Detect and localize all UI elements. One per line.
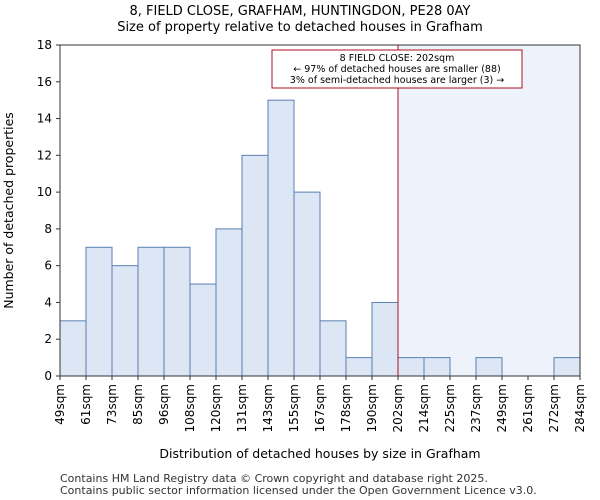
bar: [293, 191, 321, 377]
bar: [215, 228, 243, 377]
x-axis-title: Distribution of detached houses by size …: [159, 446, 480, 461]
y-tick-label: 14: [37, 112, 52, 126]
x-tick-label: 61sqm: [79, 384, 93, 425]
annotation-line: ← 97% of detached houses are smaller (88…: [293, 64, 500, 75]
bar: [553, 357, 581, 377]
annotation-line: 8 FIELD CLOSE: 202sqm: [340, 53, 455, 64]
x-tick-label: 237sqm: [469, 384, 483, 432]
x-tick-label: 96sqm: [157, 384, 171, 425]
x-tick-label: 131sqm: [235, 384, 249, 432]
bar: [475, 357, 503, 377]
x-tick-label: 155sqm: [287, 384, 301, 432]
x-tick-label: 143sqm: [261, 384, 275, 432]
x-tick-label: 202sqm: [391, 384, 405, 432]
x-tick-label: 167sqm: [313, 384, 327, 432]
bar: [59, 320, 87, 377]
annotation-line: 3% of semi-detached houses are larger (3…: [290, 75, 504, 86]
x-tick-label: 108sqm: [183, 384, 197, 432]
chart-subtitle: Size of property relative to detached ho…: [117, 20, 483, 35]
x-tick-label: 85sqm: [131, 384, 145, 425]
highlight-region: [398, 45, 580, 376]
bar: [163, 246, 191, 377]
x-tick-label: 225sqm: [443, 384, 457, 432]
bar: [267, 99, 295, 377]
x-tick-label: 49sqm: [53, 384, 67, 425]
y-tick-label: 16: [37, 75, 52, 89]
y-tick-label: 18: [37, 38, 52, 52]
x-tick-label: 214sqm: [417, 384, 431, 432]
y-tick-label: 8: [44, 222, 52, 236]
x-tick-label: 261sqm: [521, 384, 535, 432]
y-tick-label: 4: [44, 295, 52, 309]
bar: [189, 283, 217, 377]
bar: [111, 265, 139, 377]
bar: [85, 246, 113, 377]
x-tick-label: 249sqm: [495, 384, 509, 432]
x-tick-label: 272sqm: [547, 384, 561, 432]
x-tick-label: 73sqm: [105, 384, 119, 425]
y-tick-label: 10: [37, 185, 52, 199]
x-tick-label: 190sqm: [365, 384, 379, 432]
y-tick-label: 12: [37, 148, 52, 162]
bar: [371, 301, 399, 377]
x-tick-label: 120sqm: [209, 384, 223, 432]
bar: [423, 357, 451, 377]
bar: [319, 320, 347, 377]
footer-line-1: Contains HM Land Registry data © Crown c…: [60, 472, 488, 485]
y-axis-title: Number of detached properties: [1, 112, 16, 309]
bar: [241, 154, 269, 377]
annotation-box: [271, 49, 523, 89]
y-tick-label: 2: [44, 332, 52, 346]
bar: [345, 357, 373, 377]
x-tick-label: 284sqm: [573, 384, 587, 432]
bar: [137, 246, 165, 377]
footer-line-2: Contains public sector information licen…: [60, 484, 537, 497]
y-tick-label: 6: [44, 259, 52, 273]
y-tick-label: 0: [44, 369, 52, 383]
chart-title: 8, FIELD CLOSE, GRAFHAM, HUNTINGDON, PE2…: [129, 4, 471, 19]
x-tick-label: 178sqm: [339, 384, 353, 432]
bar: [397, 357, 425, 377]
